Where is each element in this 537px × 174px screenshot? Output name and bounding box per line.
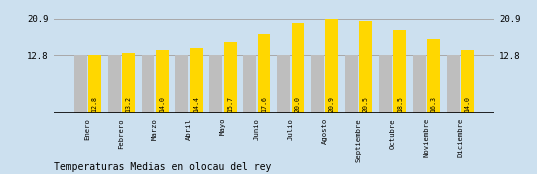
Text: 15.7: 15.7 [227, 96, 233, 112]
Bar [292, 23, 304, 113]
Bar [190, 48, 202, 113]
Bar [413, 55, 426, 113]
Bar [427, 39, 440, 113]
Bar [447, 55, 460, 113]
Text: 17.6: 17.6 [261, 96, 267, 112]
Bar [209, 55, 222, 113]
Bar [277, 55, 290, 113]
Bar [176, 55, 188, 113]
Bar [74, 55, 86, 113]
Text: 14.4: 14.4 [193, 96, 199, 112]
Text: 13.2: 13.2 [125, 96, 132, 112]
Text: 20.5: 20.5 [363, 96, 369, 112]
Bar [122, 53, 135, 113]
Bar [88, 55, 101, 113]
Text: 14.0: 14.0 [159, 96, 165, 112]
Bar [359, 21, 372, 113]
Bar [393, 30, 406, 113]
Bar [325, 19, 338, 113]
Bar [345, 55, 358, 113]
Bar [107, 55, 120, 113]
Bar [142, 55, 155, 113]
Bar [379, 55, 392, 113]
Text: 18.5: 18.5 [397, 96, 403, 112]
Bar [258, 34, 271, 113]
Text: 20.9: 20.9 [329, 96, 335, 112]
Text: Temperaturas Medias en olocau del rey: Temperaturas Medias en olocau del rey [54, 162, 271, 172]
Bar [311, 55, 324, 113]
Text: 14.0: 14.0 [465, 96, 470, 112]
Bar [243, 55, 256, 113]
Bar [224, 42, 237, 113]
Bar [461, 50, 474, 113]
Text: 12.8: 12.8 [91, 96, 97, 112]
Text: 20.0: 20.0 [295, 96, 301, 112]
Bar [156, 50, 169, 113]
Text: 16.3: 16.3 [431, 96, 437, 112]
